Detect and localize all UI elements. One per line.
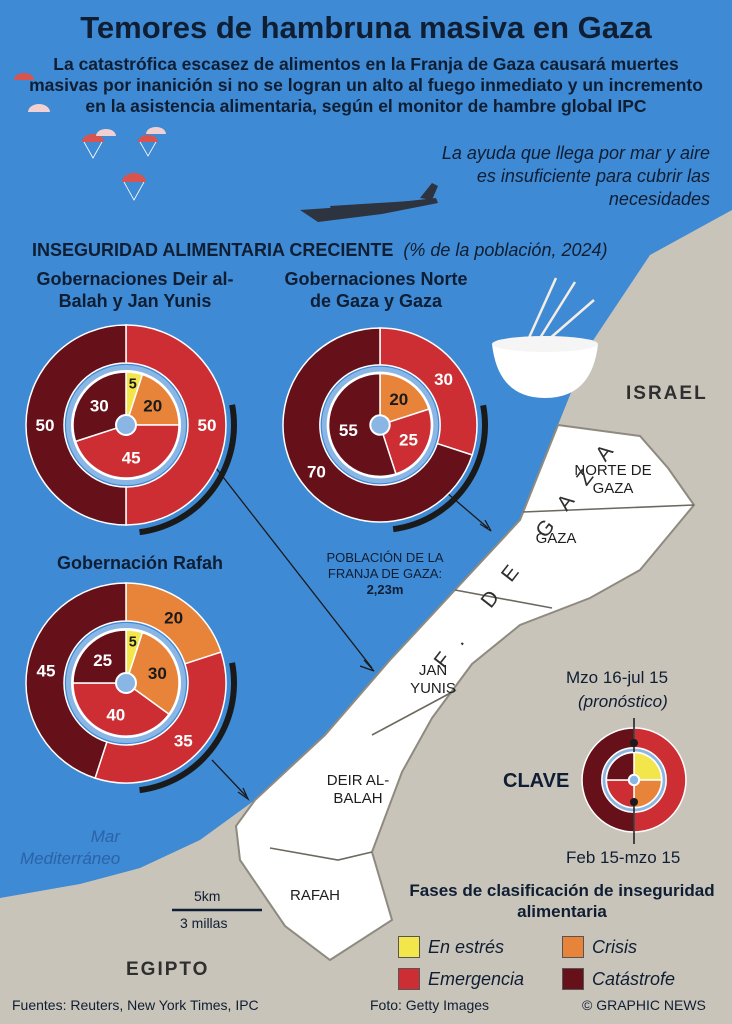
key-title: CLAVE — [503, 770, 570, 792]
boundary-line — [522, 504, 695, 513]
land — [0, 210, 732, 1024]
map-label-egipto: EGIPTO — [126, 959, 210, 980]
donut-1-inner-value-label: 25 — [399, 431, 418, 450]
donut-1-outer-slice-catstrofe — [282, 327, 474, 523]
donut-2-inner-value-label: 5 — [129, 634, 137, 650]
pointer-arrow — [211, 759, 247, 797]
donut-2-outer-value-label: 35 — [174, 731, 193, 750]
key-outer-label: Mzo 16-jul 15 — [566, 668, 669, 687]
donut-1-inner-value-label: 20 — [389, 390, 408, 409]
footer-credit: © GRAPHIC NEWS — [582, 997, 706, 1013]
map-label-israel: ISRAEL — [626, 383, 708, 404]
region-label-rafah: Gobernación Rafah — [56, 553, 224, 573]
map-label-sea: Mar Mediterráneo — [20, 827, 121, 868]
pointer-arrow — [215, 467, 373, 669]
donut-1-inner-value-label: 55 — [339, 421, 358, 440]
donut-1-outer-value-label: 30 — [434, 370, 453, 389]
boundary-line — [371, 689, 457, 736]
legend-swatch-emergencia — [398, 968, 420, 990]
legend-label-catastrofe: Catástrofe — [592, 968, 676, 989]
boundary-line — [269, 847, 373, 861]
population-note: POBLACIÓN DE LA FRANJA DE GAZA: 2,23m — [300, 550, 470, 598]
donut-chart-2: 30 70 20 25 55 — [282, 327, 488, 533]
section-unit: (% de la población, 2024) — [403, 240, 608, 260]
region-label-deir-jan: Gobernaciones Deir al-Balah y Jan Yunis — [36, 269, 234, 311]
map-label-jan-yunis: JAN YUNIS — [410, 662, 456, 697]
legend-label-crisis: Crisis — [592, 936, 637, 957]
donut-2-outer-value-label: 20 — [164, 609, 183, 628]
donut-1-outer-value-label: 70 — [307, 462, 326, 481]
donut-2-inner-value-label: 30 — [148, 664, 167, 683]
donut-key-outer-slice-catstrofe — [581, 727, 635, 833]
parachute-icon — [14, 73, 166, 201]
scale-miles: 3 millas — [180, 915, 228, 931]
donut-chart-1: 50 50 5 20 45 30 — [25, 324, 238, 536]
phases-title: Fases de clasificación de inseguridad al… — [409, 881, 715, 921]
donut-key-center-hole — [627, 773, 641, 787]
donut-2-inner-value-label: 25 — [93, 651, 112, 670]
boundary-line — [454, 589, 553, 609]
map-label-gaza: GAZA — [535, 530, 577, 547]
aircraft-icon — [300, 183, 438, 222]
legend-swatch-en-estres — [398, 936, 420, 958]
donut-2-outer-slice-emergencia — [94, 651, 227, 784]
donut-0-inner-value-label: 20 — [143, 397, 162, 416]
legend-item-en-estres: En estrés — [398, 936, 504, 958]
donut-key-outer-slice-emergencia — [633, 727, 687, 833]
map-label-deir-al-balah: DEIR AL-BALAH — [326, 772, 390, 807]
donut-0-inner-value-label: 45 — [122, 449, 141, 468]
donut-0-center-hole — [115, 414, 137, 436]
wheat-bowl-icon — [492, 277, 598, 398]
donut-1-center-hole — [369, 414, 391, 436]
legend-item-catastrofe: Catástrofe — [562, 968, 675, 990]
map-label-rafah: RAFAH — [289, 887, 340, 904]
legend-swatch-crisis — [562, 936, 584, 958]
key-callout-dot — [630, 739, 638, 747]
key-donut — [581, 718, 687, 844]
section-title-text: INSEGURIDAD ALIMENTARIA CRECIENTE — [32, 240, 394, 260]
pointer-arrowhead — [479, 519, 492, 532]
population-label: POBLACIÓN DE LA FRANJA DE GAZA: — [326, 550, 444, 581]
donut-0-inner-value-label: 5 — [129, 376, 137, 392]
donut-0-outer-slice-catstrofe — [25, 324, 127, 526]
section-title: INSEGURIDAD ALIMENTARIA CRECIENTE (% de … — [32, 240, 608, 261]
footer-photo: Foto: Getty Images — [370, 997, 490, 1013]
scale-km: 5km — [194, 888, 221, 904]
subtitle: La catastrófica escasez de alimentos en … — [29, 54, 703, 116]
legend-label-en-estres: En estrés — [428, 936, 505, 957]
legend-swatch-catastrofe — [562, 968, 584, 990]
donut-0-outer-slice-emergencia — [125, 324, 227, 526]
donut-2-inner-value-label: 40 — [106, 706, 125, 725]
key-outer-note: (pronóstico) — [578, 692, 668, 711]
key-callout-dot — [630, 798, 638, 806]
gaza-strip — [234, 423, 696, 962]
donut-chart-3: 20 35 45 5 30 40 25 — [25, 582, 238, 794]
map-label-norte-de-gaza: NORTE DE GAZA — [574, 462, 652, 497]
donut-2-outer-value-label: 45 — [37, 661, 56, 680]
footer-sources: Fuentes: Reuters, New York Times, IPC — [12, 997, 259, 1013]
pointer-arrowhead — [237, 787, 250, 801]
donut-1-outer-slice-emergencia — [379, 327, 478, 456]
legend-item-crisis: Crisis — [562, 936, 637, 958]
donut-2-outer-slice-catstrofe — [25, 582, 127, 780]
donut-0-outer-value-label: 50 — [198, 416, 217, 435]
donut-0-outer-value-label: 50 — [36, 416, 55, 435]
key-inner-label: Feb 15-mzo 15 — [566, 848, 681, 867]
legend-label-emergencia: Emergencia — [428, 968, 525, 989]
legend-item-emergencia: Emergencia — [398, 968, 524, 990]
region-label-norte-gaza: Gobernaciones Norte de Gaza y Gaza — [284, 269, 468, 311]
donut-2-center-hole — [115, 672, 137, 694]
donut-0-inner-value-label: 30 — [90, 397, 109, 416]
page-title: Temores de hambruna masiva en Gaza — [80, 10, 652, 45]
aid-note: La ayuda que llega por mar y aire es ins… — [441, 143, 710, 209]
pointer-arrowhead — [359, 659, 375, 672]
population-value: 2,23m — [366, 582, 404, 597]
